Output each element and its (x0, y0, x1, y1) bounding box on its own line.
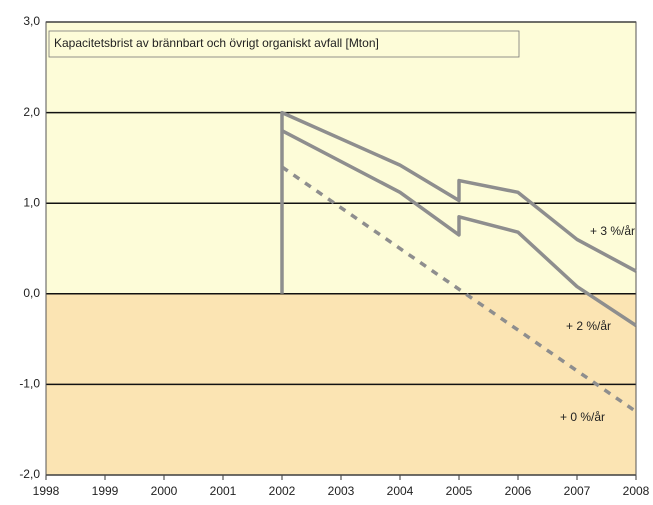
x-tick-label: 2007 (564, 484, 591, 498)
y-tick-label: 0,0 (23, 286, 40, 300)
title-box (48, 30, 520, 58)
y-tick-label: 1,0 (23, 195, 40, 209)
x-tick-label: 2005 (446, 484, 473, 498)
x-tick-label: 2000 (151, 484, 178, 498)
series-label: + 2 %/år (566, 319, 611, 333)
series-line (281, 129, 637, 327)
upper-band (46, 22, 636, 294)
x-tick-label: 2006 (505, 484, 532, 498)
series-line (281, 165, 637, 414)
plot-border (45, 21, 637, 476)
y-tick-label: -2,0 (19, 467, 40, 481)
x-tick-label: 2001 (210, 484, 237, 498)
chart-title: Kapacitetsbrist av brännbart och övrigt … (54, 36, 379, 50)
x-tick-label: 2003 (328, 484, 355, 498)
x-tick-label: 2008 (623, 484, 650, 498)
x-tick-label: 2004 (387, 484, 414, 498)
series-label: + 0 %/år (560, 410, 605, 424)
x-tick-label: 2002 (269, 484, 296, 498)
y-tick-label: 3,0 (23, 14, 40, 28)
x-tick-label: 1998 (33, 484, 60, 498)
x-tick-label: 1999 (92, 484, 119, 498)
series-label: + 3 %/år (590, 224, 635, 238)
series-line (280, 110, 637, 294)
y-tick-label: -1,0 (19, 377, 40, 391)
y-tick-label: 2,0 (23, 105, 40, 119)
